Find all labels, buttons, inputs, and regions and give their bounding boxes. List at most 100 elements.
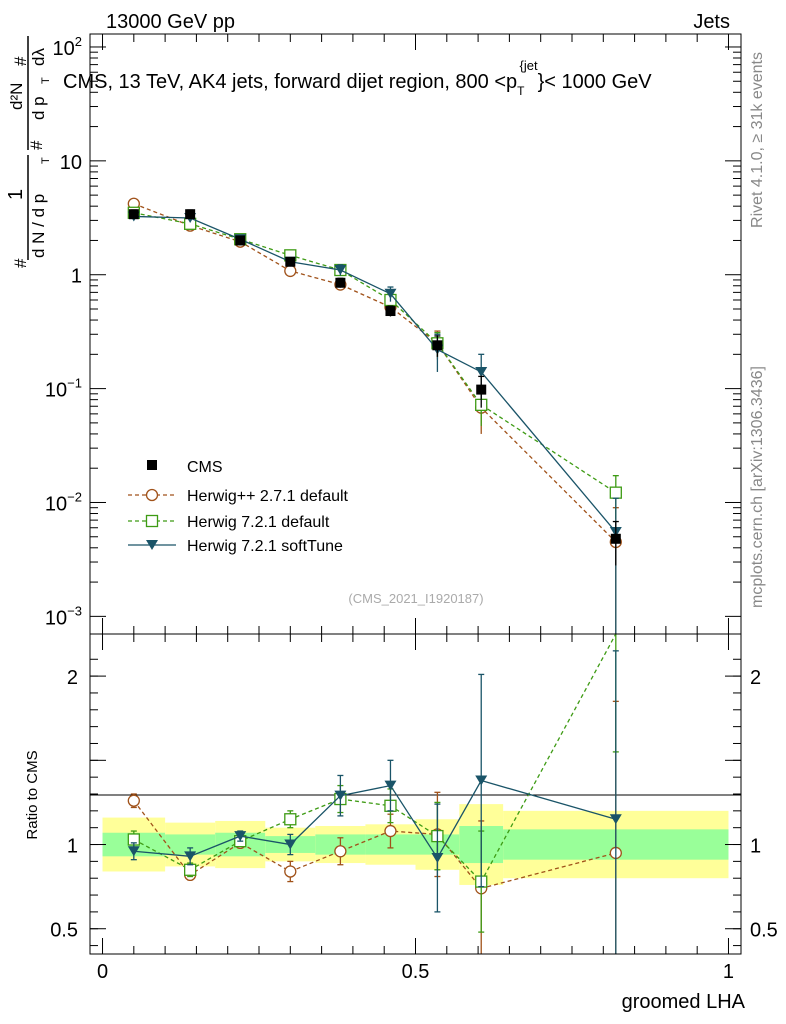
ratio-ylabel: Ratio to CMS <box>24 750 41 839</box>
ratio-point-herwig-7-2-1-softtune <box>234 831 247 842</box>
main-ytick-label: 10−1 <box>45 376 82 402</box>
ratio-point-herwig-7-2-1-softtune <box>334 790 347 801</box>
main-ylabel: # 1 d N / d p T # d²N # d p T dλ <box>5 36 52 268</box>
ratio-ytick-label: 1 <box>67 836 78 858</box>
ratio-ytick-label: 2 <box>67 667 78 689</box>
legend-marker-softtune <box>146 540 158 550</box>
ratio-frame <box>89 633 742 955</box>
header-left: 13000 GeV pp <box>106 11 235 33</box>
ylabel-dN: d N / d p <box>29 194 48 258</box>
point-cms <box>385 306 396 317</box>
main-ytick-label: 1 <box>71 266 82 288</box>
legend-marker-cms <box>147 460 157 470</box>
legend-label-softtune: Herwig 7.2.1 softTune <box>187 538 343 555</box>
ratio-ytick-label-right: 1 <box>750 836 761 858</box>
point-cms <box>432 340 443 351</box>
ratio-point-herwig-7-2-1-softtune <box>431 853 444 863</box>
legend-entry-herwig721: Herwig 7.2.1 default <box>128 514 330 531</box>
point-herwig-7-2-1-softtune <box>475 366 488 377</box>
ratio-point-herwig-2-7-1-default <box>127 794 140 807</box>
ylabel-T2: T <box>40 77 52 84</box>
mcplots-label: mcplots.cern.ch [arXiv:1306.3436] <box>749 366 766 608</box>
ratio-panel: 0.5 0.5 1 1 2 2 0 0.5 1 Ratio to CMS groomed LHA <box>24 633 778 1013</box>
ratio-point-herwig-7-2-1-softtune <box>284 839 297 850</box>
legend-entry-softtune: Herwig 7.2.1 softTune <box>128 538 343 555</box>
ylabel-dpT: d p <box>29 96 48 120</box>
plot-title-sub: T <box>517 84 525 98</box>
ratio-point-herwig-7-2-1-default <box>284 813 297 826</box>
ytick-exponent: 2 <box>75 34 82 49</box>
ylabel-T: T <box>40 157 52 164</box>
plot-title-sup: {jet <box>520 58 538 73</box>
ratio-line-herwig-2-7-1-default <box>133 800 616 890</box>
ylabel-hash-3: # <box>27 140 46 150</box>
main-ytick-label: 10 <box>60 152 82 174</box>
ylabel-hash-2: # <box>11 56 30 66</box>
point-herwig-2-7-1-default <box>284 264 297 278</box>
ratio-point-herwig-7-2-1-softtune <box>475 775 488 786</box>
plot-title-end: < 1000 GeV <box>544 71 652 93</box>
point-cms <box>185 209 196 220</box>
ratio-point-herwig-7-2-1-softtune <box>184 851 197 862</box>
ytick-exponent: −2 <box>67 489 82 504</box>
ratio-point-herwig-7-2-1-softtune <box>127 846 140 857</box>
legend-label-cms: CMS <box>187 459 223 476</box>
legend-label-herwigpp: Herwig++ 2.7.1 default <box>187 488 349 505</box>
point-cms <box>285 256 296 267</box>
point-cms <box>335 277 346 288</box>
ratio-point-herwig-7-2-1-softtune <box>609 814 622 825</box>
main-series <box>127 197 622 634</box>
ratio-series-herwig-7-2-1-softtune <box>127 650 622 954</box>
series-herwig-7-2-1-softtune <box>127 211 622 634</box>
point-herwig-7-2-1-default <box>609 486 622 499</box>
legend-marker-herwig721 <box>145 514 159 528</box>
ratio-xtick-label: 0 <box>97 961 108 983</box>
ratio-point-herwig-2-7-1-default <box>284 865 297 878</box>
series-line-herwig-2-7-1-default <box>133 203 617 543</box>
ratio-line-herwig-7-2-1-default <box>133 633 617 883</box>
main-ytick-label: 10−2 <box>45 489 82 515</box>
legend-label-herwig721: Herwig 7.2.1 default <box>187 514 330 531</box>
ratio-uncertainty-bands <box>102 804 729 885</box>
ytick-base: 10 <box>45 607 67 629</box>
main-ytick-label: 102 <box>53 34 82 60</box>
ylabel-dlam: dλ <box>29 48 48 66</box>
ratio-point-herwig-7-2-1-default <box>184 863 197 876</box>
ratio-point-herwig-7-2-1-softtune <box>384 780 397 791</box>
series-cms <box>128 209 621 566</box>
ytick-base: 10 <box>45 380 67 402</box>
legend-entry-herwigpp: Herwig++ 2.7.1 default <box>128 488 349 505</box>
ylabel-hash-1: # <box>11 258 30 268</box>
ratio-ytick-label: 0.5 <box>50 920 78 942</box>
band-inner <box>165 834 216 855</box>
legend: CMS Herwig++ 2.7.1 default Herwig 7.2.1 … <box>128 459 349 555</box>
ytick-exponent: −3 <box>67 603 82 618</box>
ratio-xtick-label: 0.5 <box>402 961 430 983</box>
header-right: Jets <box>693 11 730 33</box>
legend-marker-herwigpp <box>145 488 159 502</box>
point-cms <box>476 384 487 395</box>
plot-title-main: CMS, 13 TeV, AK4 jets, forward dijet reg… <box>63 71 517 93</box>
ytick-exponent: −1 <box>67 376 82 391</box>
point-herwig-7-2-1-softtune <box>384 288 397 299</box>
ytick-base: 1 <box>71 266 82 288</box>
series-herwig-2-7-1-default <box>127 197 622 634</box>
series-line-herwig-7-2-1-default <box>133 212 617 494</box>
ratio-xtick-label: 1 <box>723 961 734 983</box>
ytick-base: 10 <box>60 152 82 174</box>
ratio-point-herwig-2-7-1-default <box>384 824 397 838</box>
main-ytick-label: 10−3 <box>45 603 82 629</box>
point-cms <box>235 235 246 246</box>
analysis-id-annotation: (CMS_2021_I1920187) <box>348 591 483 606</box>
point-herwig-7-2-1-softtune <box>334 265 347 276</box>
ylabel-one: 1 <box>5 189 27 200</box>
point-cms <box>128 209 139 220</box>
ratio-ytick-label-right: 0.5 <box>750 920 778 942</box>
ytick-base: 10 <box>45 493 67 515</box>
ylabel-d2N: d²N <box>7 83 26 110</box>
ratio-ytick-label-right: 2 <box>750 667 761 689</box>
series-line-herwig-7-2-1-softtune <box>133 215 617 533</box>
